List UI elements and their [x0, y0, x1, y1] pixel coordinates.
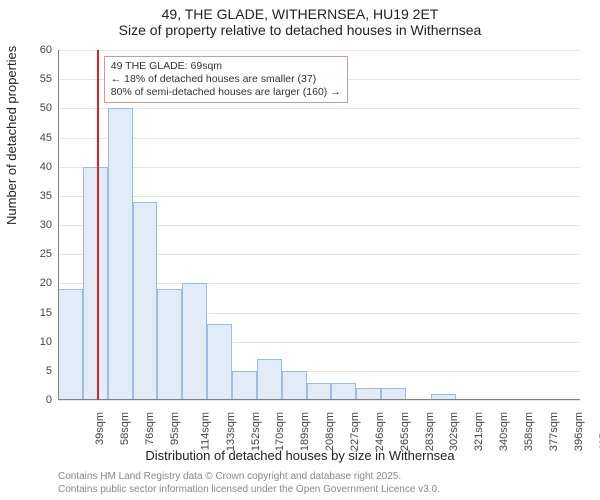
y-tick-label: 40 — [40, 161, 52, 173]
annotation-line: 80% of semi-detached houses are larger (… — [111, 86, 341, 99]
x-tick-label: 152sqm — [250, 412, 262, 451]
x-tick-label: 396sqm — [573, 412, 585, 451]
x-tick-label: 58sqm — [119, 412, 131, 445]
histogram-bar — [331, 383, 356, 401]
histogram-bar — [157, 289, 182, 400]
y-tick-label: 45 — [40, 132, 52, 144]
x-tick-label: 302sqm — [449, 412, 461, 451]
y-tick-label: 15 — [40, 307, 52, 319]
histogram-bar — [257, 359, 282, 400]
x-tick-label: 321sqm — [473, 412, 485, 451]
x-tick-label: 95sqm — [169, 412, 181, 445]
y-tick-label: 35 — [40, 190, 52, 202]
histogram-bar — [108, 108, 133, 400]
y-tick-label: 5 — [46, 365, 52, 377]
y-tick-label: 25 — [40, 248, 52, 260]
annotation-box: 49 THE GLADE: 69sqm← 18% of detached hou… — [104, 56, 348, 103]
annotation-line: 49 THE GLADE: 69sqm — [111, 60, 341, 73]
histogram-bar — [307, 383, 332, 401]
y-tick-label: 20 — [40, 277, 52, 289]
y-tick-label: 60 — [40, 44, 52, 56]
x-tick-label: 76sqm — [144, 412, 156, 445]
x-tick-label: 227sqm — [349, 412, 361, 451]
x-tick-label: 133sqm — [225, 412, 237, 451]
chart-footer: Contains HM Land Registry data © Crown c… — [58, 471, 440, 496]
x-tick-label: 340sqm — [498, 412, 510, 451]
x-tick-label: 114sqm — [199, 412, 211, 450]
chart-plot-area: 05101520253035404550556039sqm58sqm76sqm9… — [58, 50, 580, 400]
x-tick-label: 246sqm — [374, 412, 386, 451]
histogram-bar — [232, 371, 257, 400]
histogram-bar — [133, 202, 158, 400]
y-tick-label: 55 — [40, 73, 52, 85]
footer-line1: Contains HM Land Registry data © Crown c… — [58, 471, 440, 484]
x-tick-label: 283sqm — [424, 412, 436, 451]
histogram-bar — [83, 167, 108, 400]
x-tick-label: 189sqm — [299, 412, 311, 451]
histogram-bar — [58, 289, 83, 400]
y-tick-label: 50 — [40, 102, 52, 114]
x-tick-label: 208sqm — [324, 412, 336, 451]
x-axis-title: Distribution of detached houses by size … — [0, 448, 600, 463]
y-tick-label: 10 — [40, 336, 52, 348]
x-tick-label: 377sqm — [548, 412, 560, 451]
x-tick-label: 358sqm — [523, 412, 535, 451]
histogram-bar — [207, 324, 232, 400]
chart-title-line2: Size of property relative to detached ho… — [0, 22, 600, 38]
x-tick-label: 170sqm — [275, 412, 287, 451]
reference-line — [97, 50, 99, 400]
y-tick-label: 0 — [46, 394, 52, 406]
x-tick-label: 265sqm — [399, 412, 411, 451]
x-tick-label: 39sqm — [94, 412, 106, 445]
histogram-bar — [182, 283, 207, 400]
y-tick-label: 30 — [40, 219, 52, 231]
chart-title-line1: 49, THE GLADE, WITHERNSEA, HU19 2ET — [0, 6, 600, 22]
y-axis-title: Number of detached properties — [4, 46, 19, 225]
histogram-bar — [282, 371, 307, 400]
annotation-line: ← 18% of detached houses are smaller (37… — [111, 73, 341, 86]
footer-line2: Contains public sector information licen… — [58, 484, 440, 497]
